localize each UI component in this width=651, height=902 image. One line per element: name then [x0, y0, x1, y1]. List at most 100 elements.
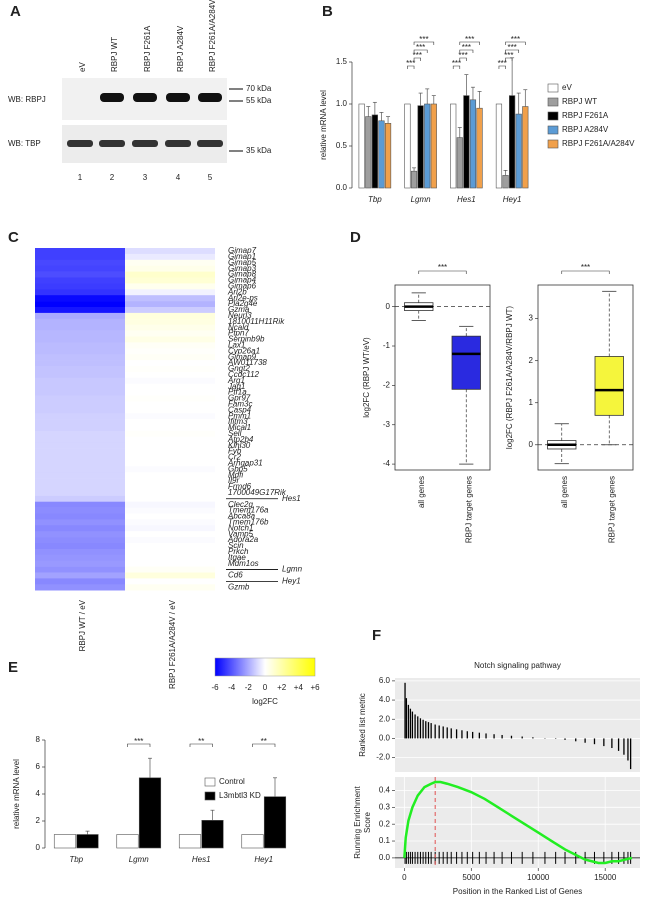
- heatmap-cell: [125, 430, 215, 438]
- bar: [410, 170, 418, 189]
- heatmap-cell: [35, 324, 125, 331]
- heatmap-cell: [35, 253, 125, 261]
- heatmap-cell: [35, 312, 125, 320]
- marker-label: 70 kDa: [246, 84, 272, 93]
- heatmap-cell: [125, 371, 215, 379]
- heatmap-cell: [125, 513, 215, 520]
- significance-label: ***: [511, 35, 520, 44]
- significance-label: **: [261, 737, 267, 746]
- bar: [138, 777, 162, 849]
- bar: [358, 103, 365, 189]
- x-tick-label: 5000: [462, 873, 480, 882]
- legend-label: RBPJ A284V: [562, 125, 609, 134]
- bar: [178, 834, 202, 849]
- heatmap-cell: [35, 383, 125, 390]
- gene-label: Fyb: [228, 447, 242, 456]
- significance-bracket: [505, 57, 513, 61]
- heatmap-cell: [125, 366, 215, 373]
- gene-label: Adora2a: [227, 535, 259, 544]
- legend-swatch: [547, 97, 559, 107]
- y-tick-label: -4: [383, 459, 391, 468]
- gene-label: Gimap8: [228, 270, 257, 279]
- bar: [424, 103, 431, 189]
- significance-bracket: [452, 65, 461, 69]
- heatmap-cell: [35, 566, 125, 573]
- y-tick-label: 1.0: [336, 99, 348, 108]
- y-tick-label: 0.0: [379, 853, 391, 862]
- significance-bracket: [413, 41, 435, 45]
- gene-label: Neurl3: [228, 311, 252, 320]
- significance-bracket: [127, 743, 151, 747]
- y-tick-label: 0: [386, 302, 391, 311]
- significance-label: ***: [416, 43, 425, 52]
- heatmap-cell: [125, 466, 215, 473]
- lane-label: RBPJ F261A: [143, 25, 152, 72]
- gene-label: Sell: [228, 429, 242, 438]
- heatmap-cell: [35, 484, 125, 491]
- heatmap-cell: [125, 501, 215, 508]
- gene-label: Gpr97: [228, 394, 251, 403]
- y-tick-label: 0.5: [336, 141, 348, 150]
- bar: [456, 137, 463, 189]
- heatmap-cell: [125, 360, 215, 367]
- marker-label: 35 kDa: [246, 146, 272, 155]
- heatmap-cell: [35, 478, 125, 485]
- significance-bracket: [413, 49, 428, 53]
- heatmap-cell: [125, 377, 215, 384]
- heatmap-cell: [125, 478, 215, 485]
- heatmap-cell: [35, 295, 125, 302]
- blot-band: [197, 140, 223, 147]
- y-tick-label: 0.0: [336, 183, 348, 192]
- significance-bracket: [418, 270, 467, 274]
- y-tick-label: 1.5: [336, 57, 348, 66]
- heatmap-cell: [125, 419, 215, 426]
- heatmap-cell: [125, 425, 215, 432]
- heatmap-cell: [35, 554, 125, 561]
- heatmap-cell: [35, 342, 125, 349]
- plot-background: [395, 777, 640, 868]
- color-bar-tick: +4: [294, 683, 304, 692]
- color-bar-tick: -6: [211, 683, 219, 692]
- gene-label: Serpinb9b: [228, 335, 265, 344]
- heatmap-cell: [35, 501, 125, 508]
- heatmap-cell: [35, 430, 125, 438]
- bar: [417, 105, 424, 189]
- plot-background: [395, 678, 640, 772]
- gene-label: Arg1: [227, 376, 245, 385]
- heatmap-cell: [125, 301, 215, 308]
- bar: [495, 103, 503, 189]
- y-tick-label: 0.2: [379, 819, 391, 828]
- heatmap-cell: [35, 371, 125, 379]
- lane-number: 1: [78, 173, 83, 182]
- heatmap-cell: [35, 543, 125, 550]
- significance-label: ***: [458, 51, 467, 60]
- heatmap-cell: [35, 419, 125, 426]
- legend-swatch: [204, 791, 216, 801]
- heatmap-cell: [125, 324, 215, 331]
- y-axis-label: Running Enrichment: [353, 785, 362, 858]
- heatmap-cell: [125, 265, 215, 272]
- y-tick-label: -2: [383, 380, 391, 389]
- lane-label: eV: [78, 62, 87, 72]
- y-axis-label: Score: [363, 812, 372, 833]
- heatmap-cell: [35, 259, 125, 266]
- significance-label: ***: [462, 43, 471, 52]
- y-tick-label: -1: [383, 341, 391, 350]
- heatmap-cell: [35, 248, 125, 255]
- gene-label: Ptpn7: [228, 329, 249, 338]
- x-tick-label: RBPJ target genes: [607, 476, 616, 543]
- bar: [450, 103, 457, 189]
- heatmap-cell: [35, 537, 125, 544]
- bar: [371, 114, 378, 189]
- legend-swatch: [547, 83, 559, 93]
- heatmap-cell: [125, 548, 215, 556]
- y-tick-label: 0.3: [379, 802, 391, 811]
- heatmap-cell: [125, 312, 215, 320]
- gene-label: Pmm1: [228, 411, 251, 420]
- gene-label: Ccdc112: [228, 370, 260, 379]
- lane-label: RBPJ WT: [110, 37, 119, 72]
- heatmap-cell: [125, 554, 215, 561]
- x-tick-label: Tbp: [368, 195, 382, 204]
- bar: [509, 95, 516, 189]
- significance-label: **: [198, 737, 204, 746]
